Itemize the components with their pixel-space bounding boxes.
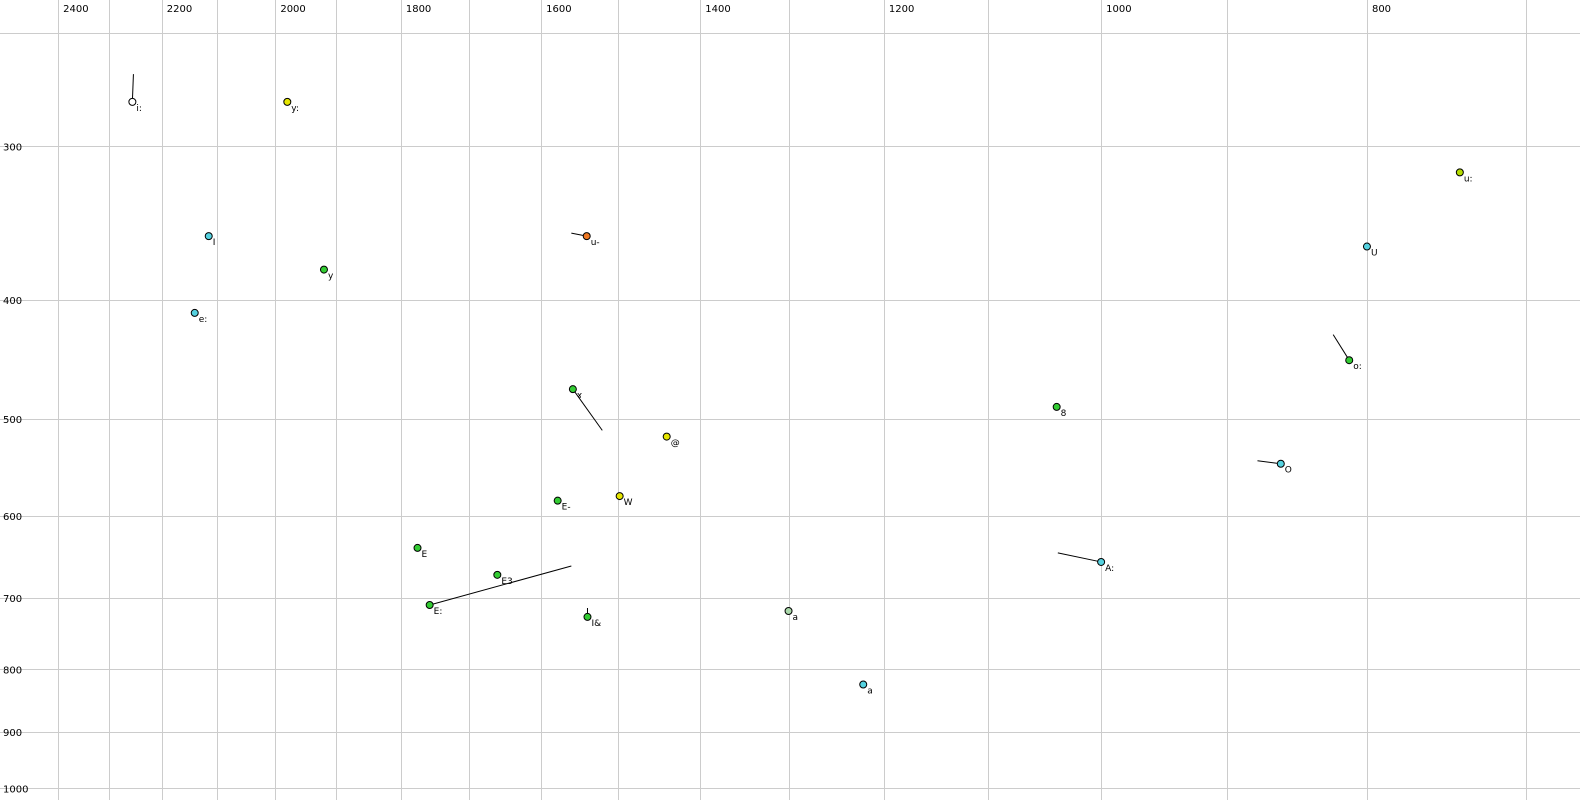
point-label: E3 xyxy=(501,577,512,587)
x-tick-label: 1400 xyxy=(705,4,730,15)
point-label: i: xyxy=(136,104,142,114)
data-point xyxy=(493,570,502,579)
x-tick-label: 1800 xyxy=(406,4,431,15)
point-label: e: xyxy=(199,315,208,325)
y-tick-label: 300 xyxy=(3,142,22,153)
data-point xyxy=(1276,459,1285,468)
x-tick-label: 1200 xyxy=(889,4,914,15)
data-point xyxy=(784,606,793,615)
data-point xyxy=(553,496,562,505)
point-label: @ xyxy=(671,439,680,449)
y-tick-label: 1000 xyxy=(3,784,28,795)
y-tick-label: 900 xyxy=(3,728,22,739)
x-tick-label: 2000 xyxy=(280,4,305,15)
point-label: W xyxy=(624,498,633,508)
point-label: O xyxy=(1285,466,1292,476)
data-point xyxy=(204,232,213,241)
data-point xyxy=(662,432,671,441)
point-label: o: xyxy=(1353,362,1362,372)
data-point xyxy=(859,680,868,689)
point-label: E- xyxy=(562,503,571,513)
y-tick-label: 500 xyxy=(3,415,22,426)
data-point xyxy=(413,543,422,552)
point-trajectory-line xyxy=(131,74,134,102)
x-tick-label: 1000 xyxy=(1106,4,1131,15)
data-point xyxy=(615,492,624,501)
point-label: I xyxy=(213,238,216,248)
x-tick-label: 800 xyxy=(1372,4,1391,15)
x-tick-label: 2200 xyxy=(167,4,192,15)
point-trajectory-line xyxy=(429,565,572,606)
data-point xyxy=(190,308,199,317)
x-tick-label: 2400 xyxy=(63,4,88,15)
data-point xyxy=(582,232,591,241)
point-label: y xyxy=(328,272,334,282)
point-label: 8 xyxy=(1061,409,1067,419)
point-label: a xyxy=(867,687,873,697)
point-label: u- xyxy=(591,238,600,248)
point-label: U xyxy=(1371,249,1378,259)
data-point xyxy=(283,97,292,106)
y-tick-label: 600 xyxy=(3,512,22,523)
x-tick-label: 1600 xyxy=(546,4,571,15)
data-point xyxy=(1052,402,1061,411)
data-point xyxy=(1455,168,1464,177)
point-trajectory-line xyxy=(1057,552,1102,563)
point-label: y: xyxy=(291,104,299,114)
data-point xyxy=(583,612,592,621)
data-point xyxy=(425,601,434,610)
point-trajectory-line xyxy=(572,388,603,431)
point-label: E xyxy=(422,550,428,560)
point-label: u: xyxy=(1464,174,1473,184)
data-point xyxy=(128,97,137,106)
data-point xyxy=(1362,242,1371,251)
point-label: ɤ xyxy=(577,391,582,401)
data-point xyxy=(319,265,328,274)
data-point xyxy=(1345,356,1354,365)
data-point xyxy=(1097,557,1106,566)
point-trajectory-line xyxy=(1332,334,1350,361)
y-tick-label: 800 xyxy=(3,665,22,676)
point-label: I& xyxy=(591,619,601,629)
y-tick-label: 400 xyxy=(3,296,22,307)
data-point xyxy=(568,385,577,394)
point-label: A: xyxy=(1105,564,1114,574)
y-tick-label: 700 xyxy=(3,594,22,605)
point-label: E: xyxy=(434,607,443,617)
point-label: a xyxy=(793,613,799,623)
